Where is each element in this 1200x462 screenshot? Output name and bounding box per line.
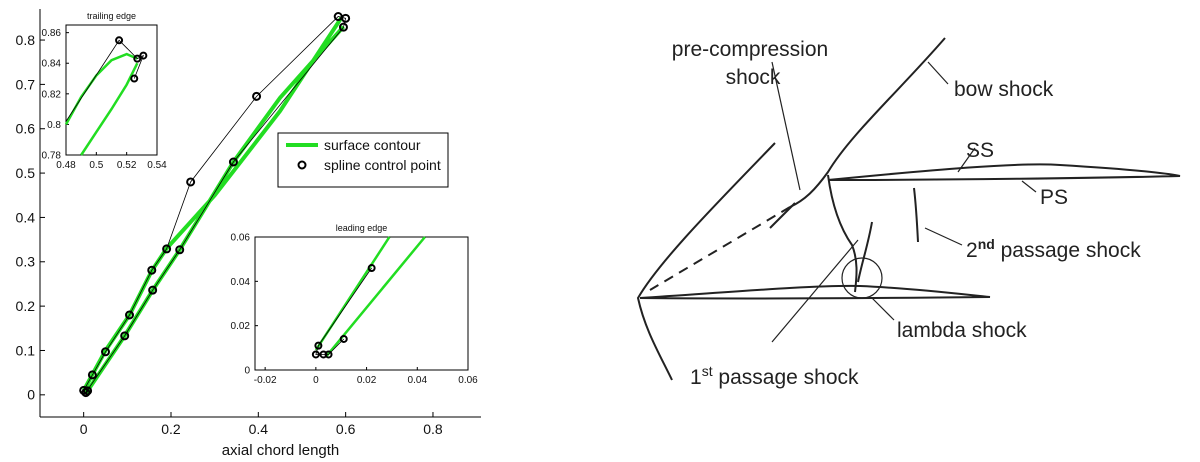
x-tick-label: -0.02 [254,375,277,386]
inset-title: leading edge [336,223,388,233]
x-tick-label: 0.02 [357,375,377,386]
y-tick-label: 0.7 [16,76,36,92]
y-tick-label: 0.78 [42,151,62,162]
lower-blade [640,286,990,298]
upper-blade [828,164,1180,180]
y-tick-label: 0.06 [231,233,251,244]
y-tick-label: 0.1 [16,342,36,358]
label: passage shock [713,366,859,389]
x-tick-label: 0.5 [89,160,103,171]
figure: pre-compression shock bow shock SS PS 2n… [0,0,1200,462]
x-tick-label: 0.8 [423,421,443,437]
x-tick-label: 0.4 [249,421,269,437]
y-tick-label: 0.3 [16,254,36,270]
label: PS [1040,186,1068,209]
y-tick-label: 0.84 [42,59,62,70]
pre-compression-shock [790,38,945,207]
y-tick-label: 0.86 [42,28,62,39]
y-tick-label: 0.6 [16,121,36,137]
y-tick-label: 0.4 [16,209,36,225]
label: st [702,363,713,379]
leader [772,240,858,342]
legend-label: surface contour [324,137,421,153]
y-tick-label: 0.2 [16,298,36,314]
y-tick-label: 0.82 [42,89,62,100]
x-tick-label: 0.06 [458,375,478,386]
y-tick-label: 0 [244,366,250,377]
label: bow shock [954,78,1054,101]
label: 2nd passage shock [966,236,1141,262]
plot-area [255,237,468,370]
plot-area [66,25,157,155]
label: pre-compression [672,38,828,61]
leader [925,228,962,245]
label: 1 [690,366,702,389]
pre-compression-dashed [650,207,790,290]
leader [872,298,894,320]
x-tick-label: 0 [313,375,319,386]
x-tick-label: 0.48 [56,160,76,171]
second-passage-shock [914,188,918,242]
x-tick-label: 0.2 [161,421,181,437]
label: passage shock [995,239,1141,262]
label: nd [978,236,995,252]
x-tick-label: 0.54 [147,160,167,171]
y-tick-label: 0.8 [47,120,61,131]
leader [928,62,948,84]
shock-diagram: pre-compression shock bow shock SS PS 2n… [638,38,1180,389]
chart: -0.02 0 0.02 0.04 0.06 0 0.02 0.04 0.06 leading e… [231,223,479,386]
label: shock [726,66,781,89]
y-tick-label: 0.5 [16,165,36,181]
x-tick-label: 0.6 [336,421,356,437]
x-tick-label: 0.04 [408,375,428,386]
x-axis-label: axial chord length [222,442,340,459]
label: lambda shock [897,319,1027,342]
y-tick-label: 0 [27,387,35,403]
label: 1st passage shock [690,363,859,389]
x-tick-label: 0 [80,421,88,437]
label: 2 [966,239,978,262]
y-tick-label: 0.8 [16,32,36,48]
inset-title: trailing edge [87,11,136,21]
lower-bow-shock [638,143,775,380]
lambda-leg [858,222,872,282]
x-tick-label: 0.52 [117,160,137,171]
y-tick-label: 0.02 [231,321,251,332]
y-tick-label: 0.04 [231,277,251,288]
leader [1022,181,1036,192]
legend-label: spline control point [324,157,441,173]
label: SS [966,139,994,162]
